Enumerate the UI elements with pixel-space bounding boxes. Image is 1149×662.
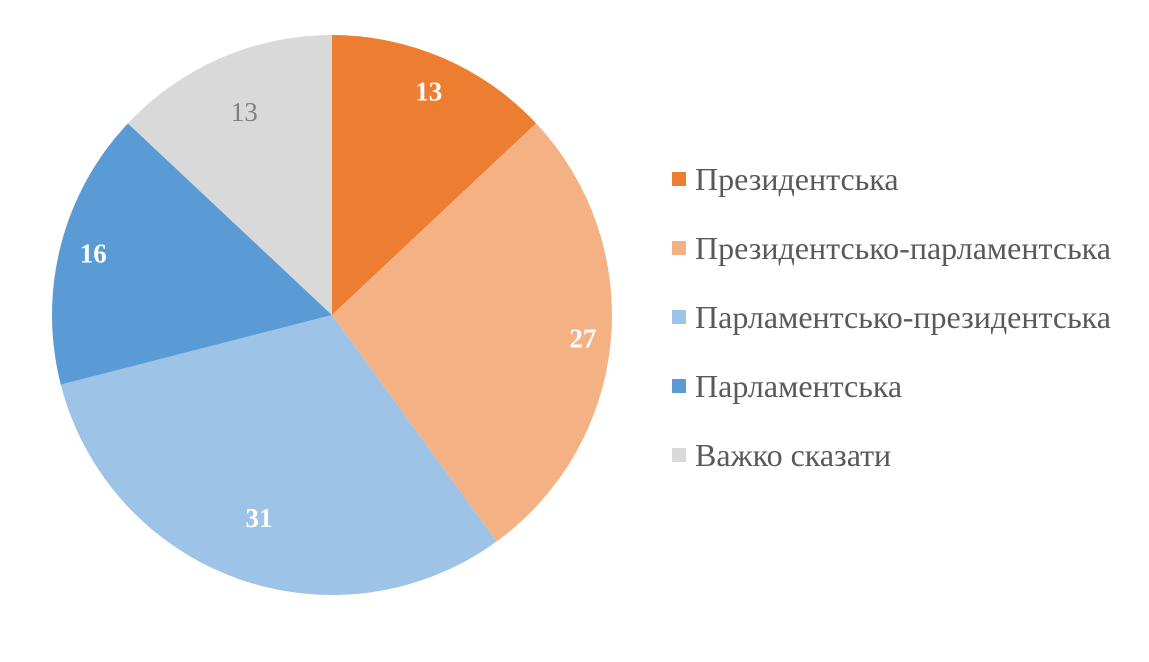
legend-item-1: Президентська xyxy=(672,163,1111,195)
legend-swatch-icon xyxy=(672,310,686,324)
slice-value-label-1: 13 xyxy=(415,76,442,106)
chart-legend: Президентська Президентсько-парламентська… xyxy=(672,163,1111,471)
legend-label: Парламентська xyxy=(695,368,903,404)
pie-slice-4 xyxy=(52,123,333,385)
legend-swatch-icon xyxy=(672,241,686,255)
slice-value-label-2: 27 xyxy=(569,324,596,354)
pie-slice-5 xyxy=(127,35,332,315)
legend-item-4: Парламентська xyxy=(672,370,1111,402)
legend-item-3: Парламентсько-президентська xyxy=(672,301,1111,333)
pie-slice-1 xyxy=(332,35,537,315)
legend-item-5: Важко сказати xyxy=(672,439,1111,471)
legend-label: Важко сказати xyxy=(695,437,892,473)
slice-value-label-5: 13 xyxy=(231,97,258,127)
slice-value-label-3: 31 xyxy=(246,503,273,533)
pie-slice-2 xyxy=(332,123,612,542)
legend-label: Президентська xyxy=(695,161,899,197)
pie-slice-3 xyxy=(60,315,497,595)
legend-swatch-icon xyxy=(672,379,686,393)
legend-label: Президентсько-парламентська xyxy=(695,230,1111,266)
slice-value-label-4: 16 xyxy=(80,239,107,269)
legend-swatch-icon xyxy=(672,448,686,462)
legend-swatch-icon xyxy=(672,172,686,186)
legend-label: Парламентсько-президентська xyxy=(695,299,1111,335)
legend-item-2: Президентсько-парламентська xyxy=(672,232,1111,264)
